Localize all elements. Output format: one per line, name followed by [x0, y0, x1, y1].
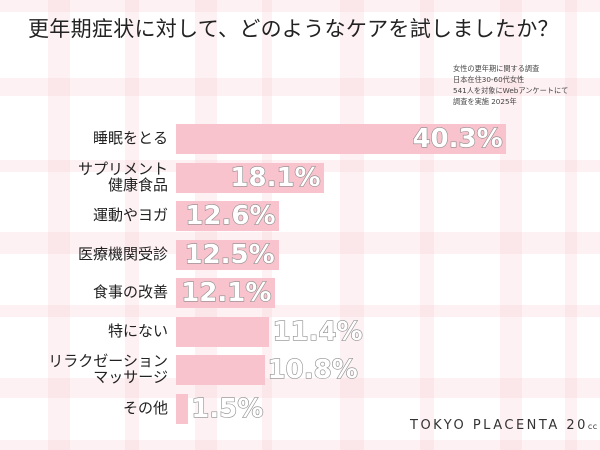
chart-title: 更年期症状に対して、どのようなケアを試しましたか？: [28, 17, 559, 41]
category-label: リラクゼーション マッサージ: [48, 352, 168, 386]
value-label: 18.1%: [230, 162, 321, 193]
survey-note-line: 541人を対象にWebアンケートにて: [453, 86, 569, 95]
bar: [176, 239, 279, 270]
category-label: 睡眠をとる: [92, 129, 168, 147]
value-label: 12.6%: [185, 200, 276, 231]
survey-note: 女性の更年期に関する調査 日本在住30-60代女性 541人を対象にWebアンケ…: [453, 63, 568, 107]
value-label: 1.5%: [191, 393, 264, 424]
category-label: サプリメント 健康食品: [77, 159, 168, 194]
bar: [176, 162, 325, 193]
bar-row: 医療機関受診 12.5%: [0, 238, 600, 270]
survey-note-line: 調査を実施 2025年: [453, 97, 517, 106]
bar: [176, 355, 265, 385]
value-label: 10.8%: [267, 354, 358, 385]
bar-row: サプリメント 健康食品 18.1%: [0, 161, 600, 193]
value-label: 40.3%: [412, 123, 503, 154]
bar-row: 食事の改善 12.1%: [0, 276, 600, 309]
bar-row: 睡眠をとる 40.3%: [0, 122, 600, 155]
bar: [176, 316, 270, 347]
category-label: 運動やヨガ: [92, 206, 168, 224]
value-label: 12.5%: [184, 239, 275, 270]
bar: [176, 393, 189, 424]
category-label: 食事の改善: [92, 283, 168, 301]
value-label: 12.1%: [181, 277, 272, 308]
bar-row: 運動やヨガ 12.6%: [0, 199, 600, 232]
bar-row: リラクゼーション マッサージ 10.8%: [0, 352, 600, 386]
bar-row: その他 1.5%: [0, 392, 600, 424]
bar: [176, 124, 507, 154]
bar: [176, 201, 280, 231]
bar: [176, 278, 276, 308]
category-label: その他: [122, 398, 168, 417]
category-label: 医療機関受診: [77, 244, 168, 263]
brand-logo: TOKYO PLACENTA 20cc: [410, 418, 598, 433]
value-label: 11.4%: [272, 316, 363, 347]
survey-note-line: 日本在住30-60代女性: [453, 75, 525, 84]
survey-note-line: 女性の更年期に関する調査: [453, 64, 540, 73]
category-label: 特にない: [107, 321, 168, 340]
bar-row: 特にない 11.4%: [0, 315, 600, 347]
